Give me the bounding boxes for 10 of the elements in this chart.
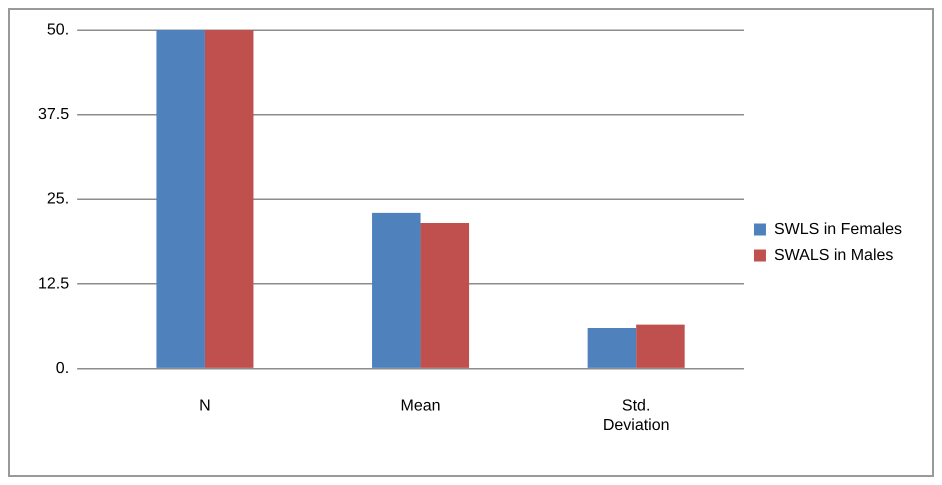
y-tick-label: 25.	[46, 190, 70, 208]
y-tick-label: 0.	[56, 360, 70, 378]
y-tick-label: 50.	[46, 21, 70, 38]
x-tick-label: N	[199, 398, 211, 415]
x-tick-label: Std. Deviation	[602, 398, 670, 434]
legend-label: SWLS in Females	[774, 220, 902, 238]
legend-label: SWALS in Males	[774, 246, 894, 264]
x-tick-label: Mean	[400, 398, 441, 415]
y-tick-label: 37.5	[38, 106, 70, 124]
y-tick-label: 12.5	[38, 275, 70, 292]
